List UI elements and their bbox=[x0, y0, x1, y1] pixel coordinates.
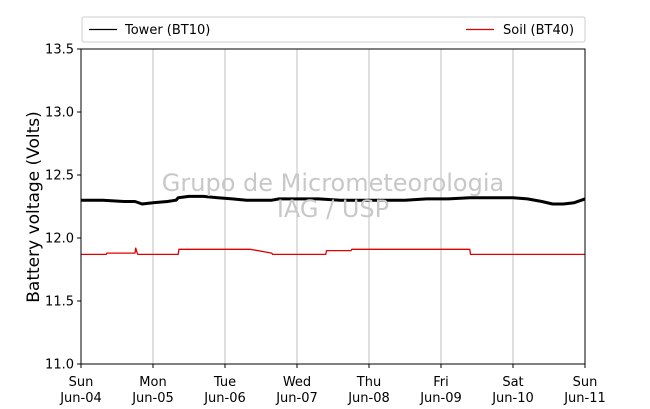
legend-label-tower: Tower (BT10) bbox=[124, 23, 210, 38]
x-tick-label-day: Thu bbox=[356, 375, 381, 390]
plot-frame bbox=[80, 48, 586, 365]
grid bbox=[152, 49, 514, 364]
y-tick-label: 13.0 bbox=[45, 106, 74, 121]
x-tick-label-day: Sat bbox=[502, 375, 523, 390]
x-tick-label-date: Jun-04 bbox=[59, 391, 102, 406]
y-tick-label: 12.0 bbox=[45, 232, 74, 247]
series-layer bbox=[81, 194, 586, 256]
y-axis-title: Battery voltage (Volts) bbox=[24, 111, 44, 302]
x-tick-label-day: Fri bbox=[433, 375, 449, 390]
x-tick-label-date: Jun-09 bbox=[419, 391, 462, 406]
y-axis: 11.0 11.5 12.0 12.5 13.0 13.5 bbox=[45, 43, 81, 373]
series-line-soil bbox=[81, 247, 585, 256]
y-tick-label: 12.5 bbox=[45, 169, 74, 184]
x-tick-label-date: Jun-10 bbox=[491, 391, 534, 406]
legend-box bbox=[81, 16, 586, 43]
series-line-tower bbox=[81, 194, 586, 206]
legend: Tower (BT10) Soil (BT40) bbox=[81, 16, 586, 43]
x-axis: SunJun-04MonJun-05TueJun-06WedJun-07ThuJ… bbox=[59, 364, 606, 406]
x-tick-label-day: Wed bbox=[283, 375, 311, 390]
x-tick-label-date: Jun-07 bbox=[275, 391, 318, 406]
x-tick-label-date: Jun-11 bbox=[563, 391, 606, 406]
watermark-line2: IAG / USP bbox=[277, 195, 389, 223]
y-tick-label: 11.0 bbox=[45, 358, 74, 373]
x-tick-label-date: Jun-05 bbox=[131, 391, 174, 406]
legend-label-soil: Soil (BT40) bbox=[503, 23, 574, 38]
x-tick-label-date: Jun-08 bbox=[347, 391, 390, 406]
y-tick-label: 11.5 bbox=[45, 295, 74, 310]
x-tick-label-day: Sun bbox=[573, 375, 598, 390]
x-tick-label-day: Tue bbox=[213, 375, 236, 390]
x-tick-label-date: Jun-06 bbox=[203, 391, 246, 406]
x-tick-label-day: Mon bbox=[139, 375, 166, 390]
x-tick-label-day: Sun bbox=[69, 375, 94, 390]
y-tick-label: 13.5 bbox=[45, 43, 74, 58]
watermark-line1: Grupo de Micrometeorologia bbox=[162, 169, 504, 197]
